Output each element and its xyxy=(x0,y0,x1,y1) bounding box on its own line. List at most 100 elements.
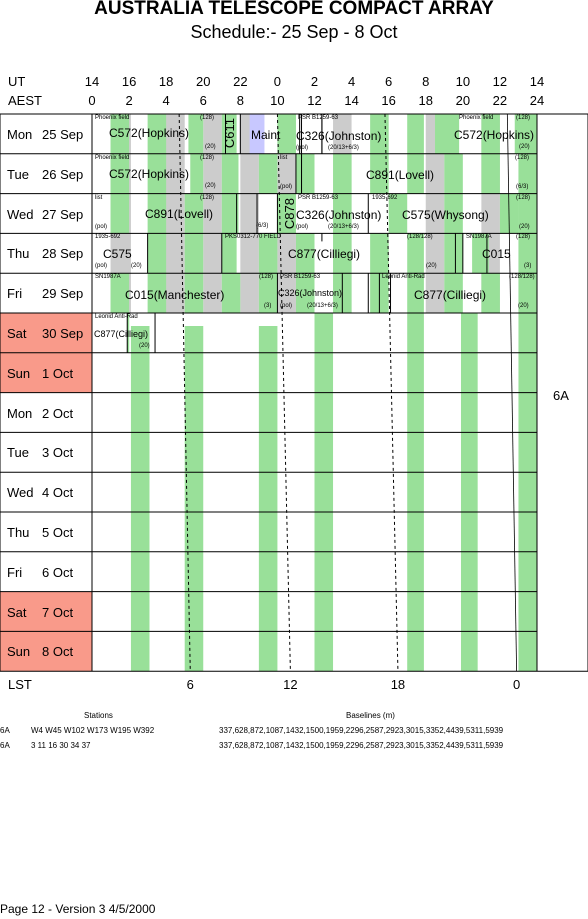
schedule-block-label: (20) xyxy=(426,263,437,270)
ut-tick-label: 4 xyxy=(347,74,356,89)
aest-tick-label: 6 xyxy=(199,93,207,108)
lst-line xyxy=(178,113,191,672)
ut-tick-label: 18 xyxy=(158,74,174,89)
table-row-config: 6A xyxy=(0,726,10,735)
weekend-cell xyxy=(0,591,92,632)
green-stripe xyxy=(407,326,424,672)
schedule-block-label: C877(Cilliegi) xyxy=(414,288,487,303)
green-stripe xyxy=(295,273,315,313)
lst-tick-label: 18 xyxy=(390,677,406,692)
grey-stripe xyxy=(481,193,500,234)
schedule-block-label: (128) xyxy=(200,154,215,161)
schedule-block-label: (20) xyxy=(205,182,216,189)
green-stripe xyxy=(147,193,167,234)
green-stripe xyxy=(190,153,204,194)
green-stripe xyxy=(147,153,167,194)
schedule-block-label: (pol) xyxy=(95,223,108,230)
lst-line xyxy=(276,113,291,672)
green-stripe xyxy=(147,233,167,274)
schedule-block-label: (128/128) xyxy=(509,274,535,281)
green-stripe xyxy=(314,313,334,326)
green-stripe xyxy=(444,233,463,274)
green-stripe xyxy=(184,273,204,313)
grey-stripe xyxy=(277,153,296,194)
lst-tick-label: 12 xyxy=(283,677,298,692)
day-date: 25 Sep xyxy=(42,127,84,142)
lst-tick-label: 6 xyxy=(186,677,194,692)
day-name: Thu xyxy=(7,246,30,262)
ut-tick-label: 16 xyxy=(121,74,137,89)
schedule-block-label: PSR B1259-63 xyxy=(298,194,339,201)
day-date: 29 Sep xyxy=(42,286,84,302)
green-stripe xyxy=(444,193,463,234)
green-stripe xyxy=(184,233,204,274)
schedule-block-label: (20/13+6/3) xyxy=(307,303,338,310)
green-stripe xyxy=(388,193,408,234)
green-stripe xyxy=(127,313,130,353)
day-date: 2 Oct xyxy=(42,405,74,421)
green-stripe xyxy=(333,153,352,194)
weekend-cell xyxy=(0,631,92,672)
aest-tick-label: 4 xyxy=(162,93,170,108)
schedule-block-label: (pol) xyxy=(280,183,293,190)
lst-axis-label: LST xyxy=(8,677,32,692)
day-date: 5 Oct xyxy=(42,525,74,540)
schedule-block-label: (20/13+6/3) xyxy=(328,223,359,230)
grey-stripe xyxy=(203,233,222,274)
table-row-stations: W4 W45 W102 W173 W195 W392 xyxy=(31,726,155,735)
schedule-block-label: PKS0312-770 FIELD xyxy=(225,234,282,241)
green-stripe xyxy=(221,153,239,194)
green-stripe xyxy=(407,153,424,194)
grey-stripe xyxy=(240,153,259,194)
schedule-block-label: Phoenix field xyxy=(95,115,130,121)
grey-stripe xyxy=(333,114,352,154)
day-date: 6 Oct xyxy=(42,564,74,580)
green-stripe xyxy=(258,233,278,274)
day-date: 4 Oct xyxy=(42,485,74,501)
schedule-block-label: (pol) xyxy=(296,223,309,230)
green-stripe xyxy=(333,233,352,274)
weekend-cell xyxy=(0,313,92,353)
ut-tick-label: 0 xyxy=(273,74,282,89)
day-date: 8 Oct xyxy=(42,644,74,660)
day-date: 27 Sep xyxy=(42,206,84,222)
schedule-block-label: (128/128) xyxy=(407,234,433,241)
green-stripe xyxy=(188,114,204,154)
schedule-block-label: C891(Lovell) xyxy=(366,167,435,182)
table-row-config: 6A xyxy=(0,741,10,750)
day-name: Mon xyxy=(7,127,33,142)
green-stripe xyxy=(147,114,167,154)
schedule-block-label: (3) xyxy=(524,263,532,270)
schedule-block-label: (128) xyxy=(516,115,531,121)
grey-stripe xyxy=(203,273,222,313)
green-stripe xyxy=(407,233,424,274)
schedule-block-label: Maint xyxy=(251,128,281,142)
ut-tick-label: 22 xyxy=(233,74,248,89)
green-stripe xyxy=(221,193,239,234)
page-title: AUSTRALIA TELESCOPE COMPACT ARRAY xyxy=(94,0,494,19)
green-stripe xyxy=(277,193,296,234)
green-stripe xyxy=(518,233,537,274)
schedule-block-label: (20) xyxy=(519,144,530,150)
table-row-baselines: 337,628,872,1087,1432,1500,1959,2296,258… xyxy=(219,741,504,750)
green-stripe xyxy=(460,313,478,326)
schedule-block-label: list xyxy=(280,154,288,161)
grey-stripe xyxy=(203,193,222,234)
schedule-block-label: Phoenix field xyxy=(459,115,494,121)
aest-tick-label: 18 xyxy=(418,93,433,108)
schedule-block-label: PSR B1259-63 xyxy=(298,115,339,121)
schedule-block-label: C015(Manchester) xyxy=(125,288,225,303)
grey-stripe xyxy=(277,233,296,274)
day-date: 1 Oct xyxy=(42,365,74,381)
table-row-stations: 3 11 16 30 34 37 xyxy=(31,741,91,750)
green-stripe xyxy=(460,326,478,672)
schedule-block-label: (128) xyxy=(515,154,530,161)
aest-tick-label: 12 xyxy=(307,93,322,108)
schedule-block-label: (pol) xyxy=(95,263,108,270)
schedule-block-label: C575(Whysong) xyxy=(402,207,489,222)
aest-tick-label: 2 xyxy=(125,93,133,108)
schedule-block-label: Phoenix field xyxy=(95,154,130,161)
schedule-block-label: (128) xyxy=(516,234,531,241)
grey-stripe xyxy=(277,273,296,313)
